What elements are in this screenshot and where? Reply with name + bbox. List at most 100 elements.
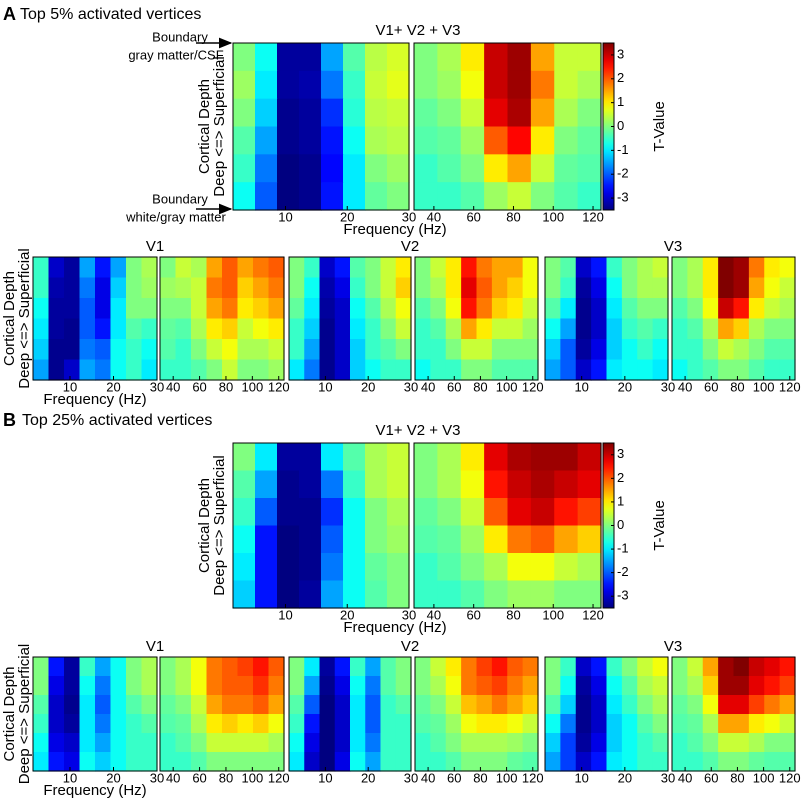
colorbar-label: T-Value (651, 500, 668, 551)
heatmap-cell (606, 339, 623, 361)
heatmap-cell (33, 752, 50, 772)
heatmap-cell (430, 318, 447, 340)
heatmap-cell (545, 277, 561, 299)
heatmap-cell (430, 676, 447, 696)
heatmap-cell (414, 126, 438, 155)
panel-frame (159, 256, 285, 381)
heatmap-cell (350, 657, 366, 677)
heatmap-cell (365, 553, 388, 582)
heatmap-cell (48, 733, 65, 753)
heatmap-cell (299, 154, 322, 183)
heatmap-cell (430, 257, 447, 279)
heatmap-cell (365, 277, 382, 299)
heatmap-cell (621, 359, 638, 381)
heatmap-cell (64, 339, 81, 361)
heatmap-cell (289, 714, 305, 734)
heatmap-cell (365, 257, 382, 279)
heatmap-cell (160, 733, 177, 753)
heatmap-cell (365, 126, 388, 155)
heatmap-cell (554, 553, 579, 582)
heatmap-cell (95, 676, 112, 696)
heatmap-cell (268, 298, 285, 320)
annotation: Boundary (152, 191, 208, 206)
x-tick-label: 20 (618, 379, 632, 394)
heatmap-cell (277, 580, 300, 609)
heatmap-cell (277, 443, 300, 472)
annotation: white/gray matter (125, 209, 226, 224)
y-axis-label: Deep <=> Superficial (211, 56, 228, 197)
heatmap-cell (484, 70, 509, 100)
heatmap-cell (126, 277, 143, 299)
heatmap-cell (606, 257, 623, 279)
heatmap-cell (387, 498, 410, 527)
heatmap-cell (141, 714, 158, 734)
heatmap-cell (33, 257, 50, 279)
heatmap-cell (415, 733, 431, 753)
heatmap-cell (554, 98, 579, 128)
heatmap-cell (255, 70, 278, 100)
heatmap-cell (530, 98, 555, 128)
heatmap-cell (437, 98, 462, 128)
heatmap-cell (637, 733, 654, 753)
heatmap-cell (764, 695, 781, 715)
heatmap-cell (321, 43, 344, 72)
heatmap-cell (141, 733, 158, 753)
heatmap-cell (702, 733, 719, 753)
colorbar-tick-label: -1 (617, 142, 629, 157)
heatmap-cell (299, 525, 322, 554)
heatmap-cell (430, 339, 447, 361)
x-tick-label: 120 (268, 379, 290, 394)
heatmap-cell (522, 298, 539, 320)
heatmap-cell (365, 733, 382, 753)
heatmap-cell (637, 695, 654, 715)
x-tick-label: 80 (473, 379, 487, 394)
heatmap-cell (304, 339, 321, 361)
heatmap-cell (484, 580, 509, 609)
heatmap-cell (387, 182, 410, 211)
heatmap-cell (233, 98, 256, 128)
y-axis-label: Cortical Depth (196, 478, 213, 573)
heatmap-cell (445, 676, 462, 696)
x-tick-label: 60 (466, 607, 480, 622)
heatmap-cell (365, 182, 388, 211)
heatmap-cell (764, 257, 781, 279)
colorbar-tick-label: 3 (617, 46, 624, 61)
panel-frame (414, 256, 539, 381)
heatmap-cell (64, 277, 81, 299)
heatmap-cell (319, 359, 336, 381)
heatmap-cell (577, 182, 602, 211)
heatmap-cell (437, 470, 462, 499)
heatmap-cell (395, 318, 412, 340)
heatmap-cell (718, 339, 735, 361)
x-tick-label: 100 (241, 770, 263, 785)
heatmap-cell (126, 298, 143, 320)
heatmap-cell (110, 657, 127, 677)
x-axis-label: Frequency (Hz) (43, 782, 146, 799)
x-tick-label: 20 (106, 770, 120, 785)
heatmap-cell (350, 277, 366, 299)
heatmap-cell (237, 277, 254, 299)
x-tick-label: 40 (427, 209, 441, 224)
heatmap-cell (718, 752, 735, 772)
x-tick-label: 40 (166, 379, 180, 394)
heatmap-cell (507, 695, 524, 715)
heatmap-cell (237, 733, 254, 753)
heatmap-cell (319, 695, 336, 715)
heatmap-cell (554, 154, 579, 183)
heatmap-cell (764, 318, 781, 340)
heatmap-cell (321, 525, 344, 554)
x-tick-label: 20 (618, 770, 632, 785)
x-tick-label: 100 (241, 379, 263, 394)
heatmap-cell (430, 695, 447, 715)
heatmap-cell (380, 695, 397, 715)
heatmap-cell (718, 657, 735, 677)
heatmap-cell (160, 714, 177, 734)
heatmap-cell (233, 580, 256, 609)
heatmap-cell (253, 676, 270, 696)
section-title: Top 5% activated vertices (20, 6, 201, 23)
heatmap-cell (748, 359, 765, 381)
heatmap-cell (141, 257, 158, 279)
heatmap-cell (95, 714, 112, 734)
heatmap-cell (304, 676, 321, 696)
heatmap-cell (575, 318, 592, 340)
